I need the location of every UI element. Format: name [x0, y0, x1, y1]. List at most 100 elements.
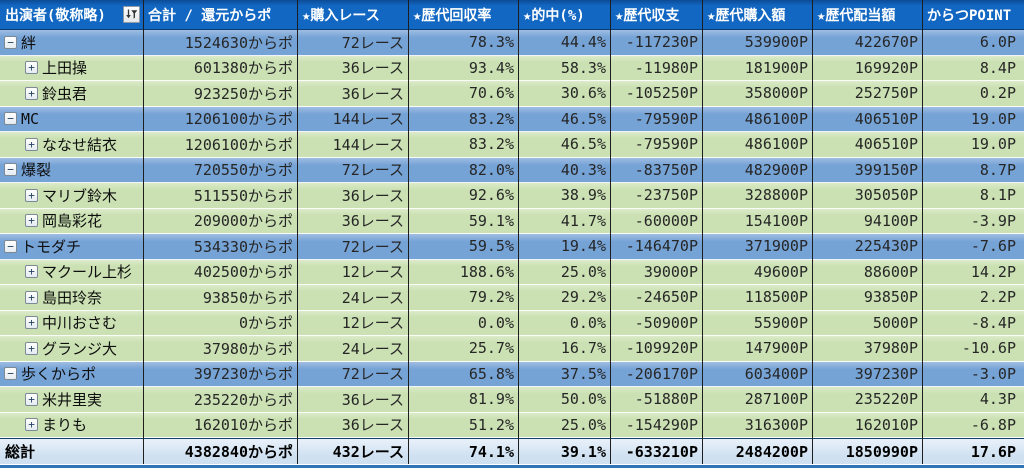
cell-payout[interactable]: 225430P: [854, 237, 918, 256]
cell-purchase[interactable]: 603400P: [744, 364, 808, 383]
expand-button[interactable]: +: [25, 290, 38, 304]
cell-balance[interactable]: -50900P: [634, 313, 698, 332]
expand-button[interactable]: +: [25, 418, 38, 432]
cell-hit_rate[interactable]: 30.6%: [560, 84, 606, 103]
cell-total_karapo[interactable]: 1206100からポ: [184, 135, 293, 154]
cell-hit_rate[interactable]: 37.5%: [560, 364, 606, 383]
cell-total_karapo[interactable]: 402500からポ: [193, 263, 293, 282]
collapse-button[interactable]: −: [4, 367, 17, 381]
cell-karatsu_point[interactable]: -10.6P: [961, 339, 1016, 358]
cell-payout[interactable]: 162010P: [854, 415, 918, 434]
cell-races[interactable]: 36レース: [341, 186, 404, 205]
cell-races[interactable]: 72レース: [341, 33, 404, 52]
row-label-cell[interactable]: + 米井里実: [0, 387, 143, 412]
cell-karatsu_point[interactable]: 14.2P: [970, 262, 1016, 281]
cell-total_karapo[interactable]: 923250からポ: [193, 84, 293, 103]
cell-races[interactable]: 36レース: [341, 390, 404, 409]
cell-purchase[interactable]: 154100P: [744, 211, 808, 230]
cell-balance[interactable]: -79590P: [634, 109, 698, 128]
cell-balance[interactable]: -83750P: [634, 160, 698, 179]
cell-balance[interactable]: -154290P: [625, 415, 698, 434]
cell-karatsu_point[interactable]: 8.1P: [979, 186, 1016, 205]
cell-karatsu_point[interactable]: 17.6P: [970, 442, 1016, 461]
row-label-cell[interactable]: + まりも: [0, 413, 143, 438]
cell-hit_rate[interactable]: 41.7%: [560, 211, 606, 230]
cell-races[interactable]: 72レース: [341, 161, 404, 180]
cell-races[interactable]: 36レース: [341, 212, 404, 231]
cell-karatsu_point[interactable]: -8.4P: [970, 313, 1016, 332]
cell-karatsu_point[interactable]: -3.9P: [970, 211, 1016, 230]
row-label-cell[interactable]: + 中川おさむ: [0, 311, 143, 336]
cell-purchase[interactable]: 328800P: [744, 186, 808, 205]
cell-karatsu_point[interactable]: 4.3P: [979, 390, 1016, 409]
cell-karatsu_point[interactable]: 19.0P: [970, 135, 1016, 154]
cell-hit_rate[interactable]: 25.0%: [560, 262, 606, 281]
row-label-cell[interactable]: + マクール上杉: [0, 260, 143, 285]
cell-hit_rate[interactable]: 39.1%: [560, 442, 606, 461]
cell-hit_rate[interactable]: 46.5%: [560, 109, 606, 128]
cell-recovery_rate[interactable]: 74.1%: [468, 442, 514, 461]
expand-button[interactable]: +: [25, 316, 38, 330]
cell-recovery_rate[interactable]: 83.2%: [468, 109, 514, 128]
cell-karatsu_point[interactable]: 8.4P: [979, 58, 1016, 77]
cell-karatsu_point[interactable]: 0.2P: [979, 84, 1016, 103]
cell-purchase[interactable]: 147900P: [744, 339, 808, 358]
column-header-balance[interactable]: ★歴代収支: [610, 0, 702, 29]
cell-recovery_rate[interactable]: 79.2%: [468, 288, 514, 307]
cell-balance[interactable]: -51880P: [634, 390, 698, 409]
column-header-purchase[interactable]: ★歴代購入額: [702, 0, 812, 29]
cell-hit_rate[interactable]: 29.2%: [560, 288, 606, 307]
cell-payout[interactable]: 305050P: [854, 186, 918, 205]
row-label-cell[interactable]: − トモダチ: [0, 234, 143, 259]
cell-total_karapo[interactable]: 534330からポ: [193, 237, 293, 256]
cell-total_karapo[interactable]: 0からポ: [238, 314, 293, 333]
cell-payout[interactable]: 422670P: [854, 33, 918, 52]
column-header-hit_rate[interactable]: ★的中(%): [518, 0, 610, 29]
expand-button[interactable]: +: [25, 214, 38, 228]
cell-hit_rate[interactable]: 25.0%: [560, 415, 606, 434]
cell-total_karapo[interactable]: 601380からポ: [193, 59, 293, 78]
cell-karatsu_point[interactable]: -7.6P: [970, 237, 1016, 256]
cell-purchase[interactable]: 287100P: [744, 390, 808, 409]
row-label-cell[interactable]: + 岡島彩花: [0, 209, 143, 234]
expand-button[interactable]: +: [25, 392, 38, 406]
expand-button[interactable]: +: [25, 61, 38, 75]
cell-total_karapo[interactable]: 235220からポ: [193, 390, 293, 409]
collapse-button[interactable]: −: [4, 163, 17, 177]
collapse-button[interactable]: −: [4, 35, 17, 49]
cell-purchase[interactable]: 486100P: [744, 109, 808, 128]
cell-races[interactable]: 144レース: [332, 110, 404, 129]
cell-hit_rate[interactable]: 50.0%: [560, 390, 606, 409]
expand-button[interactable]: +: [25, 137, 38, 151]
cell-purchase[interactable]: 486100P: [744, 135, 808, 154]
cell-karatsu_point[interactable]: 19.0P: [970, 109, 1016, 128]
row-label-cell[interactable]: + 上田操: [0, 56, 143, 81]
cell-recovery_rate[interactable]: 59.1%: [468, 211, 514, 230]
cell-total_karapo[interactable]: 720550からポ: [193, 161, 293, 180]
cell-total_karapo[interactable]: 37980からポ: [202, 339, 293, 358]
cell-recovery_rate[interactable]: 0.0%: [477, 313, 514, 332]
cell-purchase[interactable]: 316300P: [744, 415, 808, 434]
cell-balance[interactable]: -11980P: [634, 58, 698, 77]
cell-hit_rate[interactable]: 0.0%: [569, 313, 606, 332]
cell-recovery_rate[interactable]: 59.5%: [468, 237, 514, 256]
cell-recovery_rate[interactable]: 92.6%: [468, 186, 514, 205]
cell-total_karapo[interactable]: 93850からポ: [202, 288, 293, 307]
cell-karatsu_point[interactable]: -3.0P: [970, 364, 1016, 383]
cell-recovery_rate[interactable]: 81.9%: [468, 390, 514, 409]
cell-balance[interactable]: -633210P: [625, 442, 698, 461]
cell-payout[interactable]: 94100P: [863, 211, 918, 230]
row-label-cell[interactable]: − MC: [0, 107, 143, 132]
column-header-payout[interactable]: ★歴代配当額: [812, 0, 922, 29]
cell-balance[interactable]: -79590P: [634, 135, 698, 154]
cell-hit_rate[interactable]: 40.3%: [560, 160, 606, 179]
cell-total_karapo[interactable]: 162010からポ: [193, 416, 293, 435]
cell-recovery_rate[interactable]: 82.0%: [468, 160, 514, 179]
cell-total_karapo[interactable]: 209000からポ: [193, 212, 293, 231]
cell-total_karapo[interactable]: 1524630からポ: [184, 33, 293, 52]
column-header-races[interactable]: ★購入レース: [297, 0, 408, 29]
cell-balance[interactable]: -109920P: [625, 339, 698, 358]
row-label-cell[interactable]: 総計: [0, 439, 143, 464]
cell-balance[interactable]: -105250P: [625, 84, 698, 103]
sort-filter-icon[interactable]: [123, 6, 140, 23]
